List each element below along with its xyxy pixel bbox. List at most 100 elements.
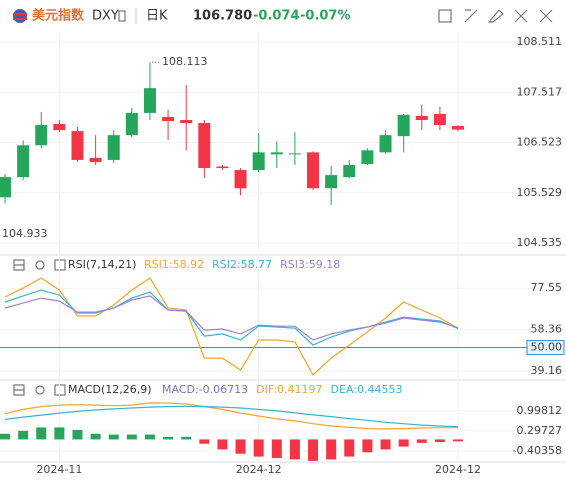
- histogram-bar: [108, 434, 119, 440]
- candle-body: [361, 150, 374, 164]
- y-tick-label: 104.535: [517, 236, 563, 249]
- histogram-bar: [0, 433, 10, 440]
- candle-body: [0, 177, 11, 198]
- tool-icon[interactable]: [539, 9, 553, 23]
- candle-body: [143, 88, 156, 113]
- max-annotation: 108.113: [162, 55, 208, 68]
- candle-body: [343, 164, 356, 178]
- y-tick-label: 58.36: [531, 323, 563, 336]
- tool-icon[interactable]: [487, 9, 504, 23]
- tool-icon[interactable]: [514, 9, 528, 23]
- settings-icon[interactable]: [35, 260, 45, 270]
- y-tick-label: 106.523: [517, 136, 563, 149]
- histogram-bar: [217, 439, 228, 450]
- candle-body: [216, 166, 229, 169]
- candle-body: [270, 152, 283, 155]
- candle-body: [180, 119, 193, 124]
- change-pct: -0.07%: [300, 9, 351, 24]
- candle-body: [379, 135, 392, 153]
- candle-body: [71, 131, 84, 160]
- histogram-bar: [54, 427, 65, 440]
- y-tick-label: -0.40358: [513, 444, 562, 457]
- candle-body: [53, 124, 66, 131]
- price: 106.780: [193, 9, 252, 24]
- x-tick-label: 2024-12: [435, 463, 481, 476]
- histogram-bar: [362, 439, 373, 453]
- histogram-bar: [289, 439, 300, 460]
- symbol-code[interactable]: DXY: [92, 9, 119, 24]
- histogram-bar: [344, 439, 355, 457]
- hide-icon[interactable]: [13, 384, 25, 396]
- y-tick-label: 50.00: [531, 341, 563, 354]
- indicator-title: RSI(7,14,21): [68, 258, 136, 271]
- candle-body: [252, 152, 265, 171]
- histogram-bar: [199, 439, 210, 444]
- histogram-bar: [90, 433, 101, 440]
- toolbar: [438, 9, 553, 23]
- histogram-bar: [453, 439, 463, 442]
- histogram-bar: [163, 436, 174, 440]
- indicator-line: [4, 405, 459, 428]
- flag-stripe: [13, 18, 27, 20]
- period[interactable]: 日K: [146, 9, 168, 24]
- legend-entry: DEA:0.44553: [331, 383, 403, 396]
- y-tick-label: 105.529: [517, 186, 563, 199]
- histogram-bar: [144, 434, 155, 440]
- y-tick-label: 107.517: [517, 85, 563, 98]
- y-tick-label: 0.99812: [517, 404, 563, 417]
- legend-entry: MACD:-0.06713: [162, 383, 248, 396]
- histogram-bar: [181, 436, 192, 440]
- candle-body: [162, 116, 175, 121]
- reference-label-box: [526, 340, 565, 356]
- histogram-bar: [126, 434, 137, 440]
- x-tick-label: 2024-12: [236, 463, 282, 476]
- legend-entry: RSI2:58.77: [212, 258, 272, 271]
- candle-body: [415, 115, 428, 120]
- y-tick-label: 108.511: [517, 35, 563, 48]
- candle-body: [89, 157, 102, 162]
- legend-entry: RSI1:58.92: [144, 258, 204, 271]
- histogram-bar: [36, 427, 47, 440]
- dropdown-icon[interactable]: [118, 10, 126, 22]
- candle-body: [17, 145, 30, 178]
- legend-entry: DIF:0.41197: [256, 383, 322, 396]
- settings-icon[interactable]: [35, 385, 45, 395]
- hide-icon[interactable]: [13, 259, 25, 271]
- tool-icon[interactable]: [438, 9, 452, 23]
- histogram-bar: [416, 439, 427, 443]
- histogram-bar: [308, 439, 319, 461]
- y-tick-label: 77.55: [531, 281, 563, 294]
- tool-icon[interactable]: [464, 9, 478, 23]
- y-tick-label: 39.16: [531, 364, 563, 377]
- candle-body: [288, 153, 301, 155]
- histogram-bar: [271, 439, 282, 458]
- histogram-bar: [235, 439, 246, 454]
- legend-entry: RSI3:59.18: [280, 258, 340, 271]
- candle-body: [452, 126, 464, 130]
- histogram-bar: [326, 439, 337, 460]
- candle-body: [397, 114, 410, 137]
- histogram-bar: [18, 430, 29, 440]
- flag-icon: [13, 9, 27, 23]
- flag-stripe: [13, 13, 27, 15]
- histogram-bar: [72, 430, 83, 440]
- indicator-title: MACD(12,26,9): [68, 383, 152, 396]
- indicator-line: [4, 402, 458, 430]
- symbol-name: 美元指数: [32, 8, 85, 24]
- histogram-bar: [434, 439, 445, 442]
- candle-body: [307, 152, 320, 189]
- min-annotation: 104.933: [2, 227, 48, 240]
- indicator-line: [4, 277, 459, 376]
- expand-icon[interactable]: [54, 259, 66, 271]
- histogram-bar: [398, 439, 409, 447]
- histogram-bar: [253, 439, 264, 457]
- indicator-line: [4, 295, 459, 341]
- change: -0.074: [253, 9, 300, 24]
- candle-body: [35, 125, 48, 146]
- candle-body: [198, 123, 211, 169]
- expand-icon[interactable]: [54, 384, 66, 396]
- candle-body: [107, 135, 120, 160]
- y-tick-label: 0.29727: [517, 424, 563, 437]
